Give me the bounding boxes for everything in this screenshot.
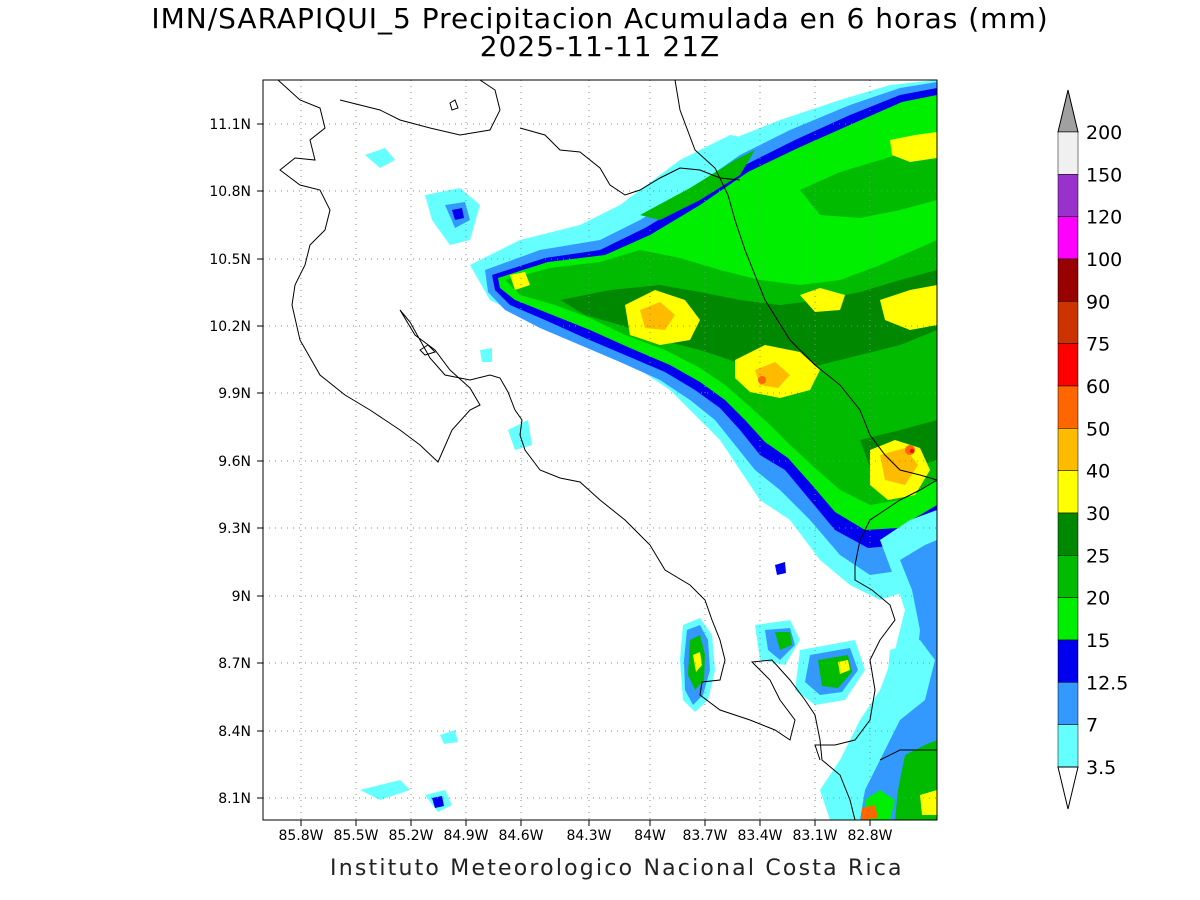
axis-ticks	[257, 123, 871, 826]
colorbar-segment	[1057, 385, 1079, 429]
lon-tick: 85.8W	[278, 828, 323, 844]
footer-credit: Instituto Meteorologico Nacional Costa R…	[330, 856, 904, 881]
colorbar-label: 40	[1086, 461, 1110, 483]
lat-tick: 9N	[232, 589, 251, 605]
colorbar-segment	[1057, 639, 1079, 683]
colorbar-segment	[1057, 216, 1079, 260]
lat-tick: 8.1N	[218, 791, 251, 807]
map-title: IMN/SARAPIQUI_5 Precipitacion Acumulada …	[151, 2, 1049, 35]
longitude-labels: 85.8W 85.5W 85.2W 84.9W 84.6W 84.3W 84W …	[278, 828, 892, 844]
colorbar-label: 50	[1086, 418, 1110, 440]
lat-tick: 11.1N	[209, 117, 251, 133]
lon-tick: 83.4W	[737, 828, 782, 844]
colorbar-label: 15	[1086, 630, 1110, 652]
lat-tick: 10.8N	[209, 184, 251, 200]
lon-tick: 84.3W	[566, 828, 611, 844]
colorbar-label: 25	[1086, 545, 1110, 567]
colorbar-segment	[1057, 470, 1079, 514]
colorbar-under-arrow	[1057, 766, 1079, 810]
lat-tick: 8.4N	[218, 724, 251, 740]
latitude-labels: 11.1N 10.8N 10.5N 10.2N 9.9N 9.6N 9.3N 9…	[209, 117, 251, 807]
colorbar-segment	[1057, 512, 1079, 556]
lon-tick: 85.5W	[333, 828, 378, 844]
colorbar-segment	[1057, 724, 1079, 768]
lon-tick: 82.8W	[847, 828, 892, 844]
map-datetime: 2025-11-11 21Z	[479, 30, 721, 63]
colorbar-label: 100	[1086, 249, 1122, 271]
colorbar-label: 3.5	[1086, 757, 1116, 779]
lat-tick: 9.3N	[218, 521, 251, 537]
lat-tick: 9.6N	[218, 454, 251, 470]
colorbar-label: 20	[1086, 588, 1110, 610]
colorbar-label: 60	[1086, 376, 1110, 398]
colorbar-label: 30	[1086, 503, 1110, 525]
lat-tick: 8.7N	[218, 656, 251, 672]
colorbar-label: 90	[1086, 291, 1110, 313]
colorbar-label: 120	[1086, 207, 1122, 229]
coastlines-borders	[277, 80, 937, 820]
lon-tick: 85.2W	[388, 828, 433, 844]
colorbar-segment	[1057, 301, 1079, 344]
colorbar-segment	[1057, 555, 1079, 598]
colorbar-segment	[1057, 131, 1079, 175]
colorbar-legend: 200 150 120 100 90 75 60 50 40 30 25 20 15 12.5 7 3.5	[1057, 89, 1128, 810]
lon-tick: 84.9W	[443, 828, 488, 844]
map-frame	[262, 79, 938, 821]
lat-tick: 9.9N	[218, 386, 251, 402]
colorbar-label: 150	[1086, 164, 1122, 186]
colorbar-label: 7	[1086, 715, 1098, 737]
colorbar-segment	[1057, 682, 1079, 725]
precipitation-field	[360, 80, 937, 820]
lon-tick: 83.7W	[682, 828, 727, 844]
colorbar-segment	[1057, 174, 1079, 217]
lon-tick: 83.1W	[792, 828, 837, 844]
colorbar-label: 200	[1086, 122, 1122, 144]
lon-tick: 84.6W	[498, 828, 543, 844]
lon-tick: 84W	[634, 828, 666, 844]
lat-tick: 10.2N	[209, 319, 251, 335]
colorbar-segment	[1057, 597, 1079, 641]
graticule-grid	[263, 80, 937, 820]
colorbar-label: 12.5	[1086, 672, 1128, 694]
colorbar-segment	[1057, 258, 1079, 302]
colorbar-segment	[1057, 343, 1079, 387]
colorbar-segment	[1057, 428, 1079, 471]
colorbar-over-arrow	[1057, 89, 1079, 133]
lat-tick: 10.5N	[209, 252, 251, 268]
colorbar-label: 75	[1086, 334, 1110, 356]
